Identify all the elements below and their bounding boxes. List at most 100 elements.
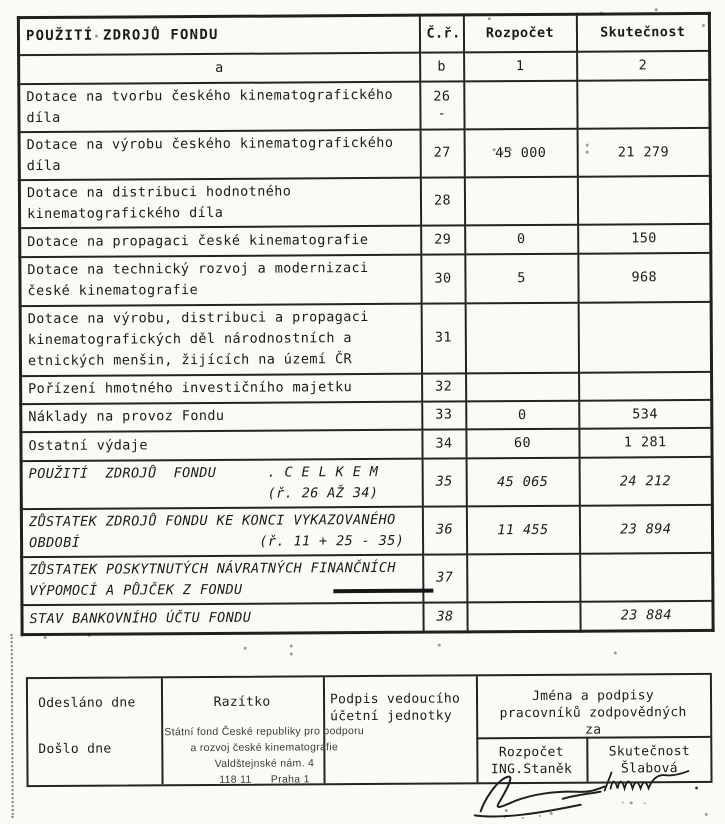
table-header-row: POUŽITÍ ZDROJŮ FONDU Č.ř. Rozpočet Skute… xyxy=(18,13,710,55)
rozpocet-value: 0 xyxy=(464,224,578,254)
row-number: 29 xyxy=(420,224,465,255)
scan-speck xyxy=(585,150,589,154)
skutecnost-value xyxy=(576,79,711,129)
scan-speck xyxy=(701,23,705,27)
row-label: Dotace na tvorbu českého kinematografick… xyxy=(18,81,421,132)
row-number: 36 xyxy=(422,505,467,555)
scan-margin-artifact xyxy=(10,634,14,819)
scan-speck xyxy=(87,633,91,637)
row-label: ZŮSTATEK POSKYTNUTÝCH NÁVRATNÝCH FINANČN… xyxy=(21,554,423,605)
responsible-names-label: Jména a podpisy pracovníků zodpovědných … xyxy=(499,688,687,738)
subheader-2: 2 xyxy=(576,50,710,81)
scan-speck xyxy=(243,646,247,650)
scan-speck xyxy=(613,651,617,655)
subheader-1: 1 xyxy=(463,51,577,81)
scan-speck xyxy=(94,34,98,38)
subheader-a: a xyxy=(18,52,420,84)
scan-speck xyxy=(500,151,504,155)
received-date-label: Došlo dne xyxy=(38,741,112,758)
row-number: 33 xyxy=(421,400,466,430)
table-row-30: Dotace na technický rozvoj a modernizaci… xyxy=(19,252,712,306)
table-row-37: ZŮSTATEK POSKYTNUTÝCH NÁVRATNÝCH FINANČN… xyxy=(21,552,713,605)
rozpocet-value xyxy=(466,601,581,632)
row-label: Dotace na technický rozvoj a modernizaci… xyxy=(19,254,422,306)
skutecnost-value: 23 884 xyxy=(579,600,714,632)
row-label: STAV BANKOVNÍHO ÚČTU FONDU xyxy=(21,602,424,635)
skutecnost-value: 24 212 xyxy=(579,456,713,506)
row-number: 30 xyxy=(420,253,466,304)
row-label: Náklady na provoz Fondu xyxy=(20,401,422,432)
col-header-rozpocet: Rozpočet xyxy=(463,14,577,52)
scan-speck xyxy=(704,812,708,816)
col-header-skutecnost: Skutečnost xyxy=(576,13,710,52)
sent-date-label: Odesláno dne xyxy=(38,695,136,712)
scan-speck xyxy=(43,635,47,639)
rozpocet-value: 0 xyxy=(465,400,579,429)
row-label: Dotace na propagaci české kinematografie xyxy=(19,225,421,257)
row-label: Ostatní výdaje xyxy=(20,429,423,461)
row-label: ZŮSTATEK ZDROJŮ FONDU KE KONCI VYKAZOVAN… xyxy=(21,506,423,557)
scan-speck xyxy=(585,143,589,147)
row-number: 35 xyxy=(422,457,467,507)
row-number: 26 - xyxy=(419,80,465,130)
row-number: 37 xyxy=(422,553,467,603)
scan-speck xyxy=(654,8,658,12)
scan-speck xyxy=(437,643,441,647)
rozpocet-value xyxy=(464,176,578,225)
scan-speck xyxy=(549,811,553,815)
skutecnost-value xyxy=(579,552,713,602)
skutecnost-value: 150 xyxy=(577,223,711,254)
rozpocet-value: 45 065 xyxy=(466,457,580,506)
table-row-31: Dotace na výrobu, distribuci a propagaci… xyxy=(20,301,712,376)
rozpocet-value: 5 xyxy=(464,253,579,303)
scan-speck xyxy=(504,809,508,813)
table-row-28: Dotace na distribuci hodnotného kinemato… xyxy=(19,175,711,228)
skutecnost-value: 23 894 xyxy=(579,504,713,554)
skutecnost-value xyxy=(578,301,712,373)
skutecnost-value xyxy=(578,371,712,401)
row-label: Dotace na distribuci hodnotného kinemato… xyxy=(19,177,421,228)
handwritten-signatures xyxy=(473,770,698,820)
table-row-35-celkem: POUŽITÍ ZDROJŮ FONDU . C E L K E M (ř. 2… xyxy=(21,456,713,509)
rozpocet-value: 60 xyxy=(465,428,580,458)
stamp-label: Razítko xyxy=(213,694,271,710)
accounting-head-signature-label: Podpis vedoucího účetní jednotky xyxy=(329,691,461,725)
col-header-cr: Č.ř. xyxy=(419,14,464,53)
table-row-36: ZŮSTATEK ZDROJŮ FONDU KE KONCI VYKAZOVAN… xyxy=(21,504,713,557)
row-label: Dotace na výrobu, distribuci a propagaci… xyxy=(20,303,422,376)
scan-speck xyxy=(492,148,496,152)
signature-slabova xyxy=(603,770,690,792)
row-label: Pořízení hmotného investičního majetku xyxy=(20,373,422,404)
rozpocet-value: 11 455 xyxy=(466,505,580,554)
table-row-27: Dotace na výrobu českého kinematografick… xyxy=(19,127,711,180)
scan-dust xyxy=(503,801,646,820)
rozpocet-value xyxy=(466,553,580,602)
rozpocet-value xyxy=(465,372,579,401)
table-row-29: Dotace na propagaci české kinematografie… xyxy=(19,223,711,257)
row-number: 28 xyxy=(420,176,465,226)
row-number: 31 xyxy=(421,302,466,374)
scan-speck xyxy=(289,652,293,656)
rozpocet-value: 45 000 xyxy=(464,128,578,177)
ink-dot xyxy=(695,786,698,790)
table-subheader-row: a b 1 2 xyxy=(18,50,710,84)
scan-speck xyxy=(487,17,491,21)
skutecnost-value: 21 279 xyxy=(577,127,711,177)
scan-speck xyxy=(629,801,633,805)
scan-speck xyxy=(508,148,512,152)
signature-stanek xyxy=(473,775,606,818)
skutecnost-value: 1 281 xyxy=(578,427,713,458)
row-label: Dotace na výrobu českého kinematografick… xyxy=(19,129,421,180)
skutecnost-value: 534 xyxy=(578,399,712,429)
table-row-38: STAV BANKOVNÍHO ÚČTU FONDU 38 23 884 xyxy=(21,600,714,635)
table-row-34: Ostatní výdaje 34 60 1 281 xyxy=(20,427,713,461)
row-number: 27 xyxy=(420,128,465,178)
table-row-26: Dotace na tvorbu českého kinematografick… xyxy=(18,79,711,132)
scan-speck xyxy=(599,11,603,15)
rozpocet-value xyxy=(463,80,578,129)
skutecnost-value xyxy=(577,175,711,225)
fund-usage-table: POUŽITÍ ZDROJŮ FONDU Č.ř. Rozpočet Skute… xyxy=(16,11,715,637)
table-row-32: Pořízení hmotného investičního majetku 3… xyxy=(20,371,712,404)
table-row-33: Náklady na provoz Fondu 33 0 534 xyxy=(20,399,712,432)
